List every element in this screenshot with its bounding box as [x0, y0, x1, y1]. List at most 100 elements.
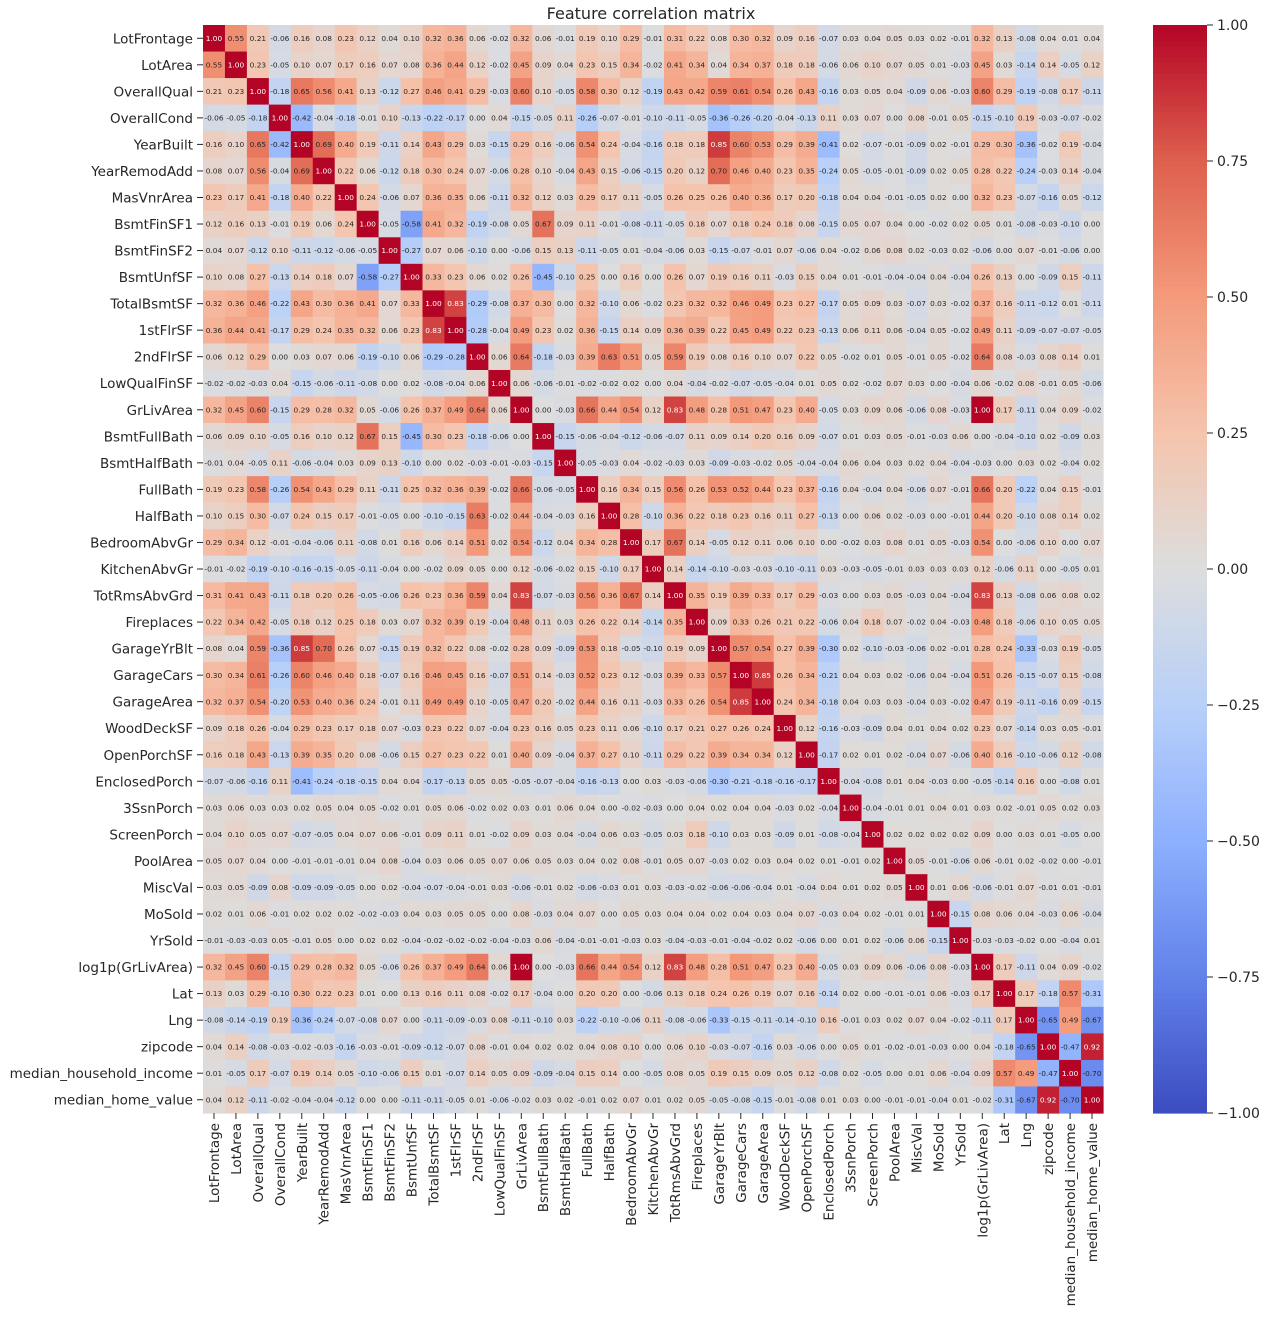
heatmap-cell [1081, 51, 1104, 79]
cell-value-label: 0.10 [228, 830, 245, 839]
x-tick-label: 2ndFlrSF [470, 1123, 486, 1182]
heatmap-cell [751, 237, 775, 265]
cell-value-label: -0.01 [1082, 883, 1101, 892]
heatmap-cell [312, 184, 336, 212]
colorbar-segment [1153, 144, 1207, 151]
heatmap-cell [620, 874, 643, 902]
heatmap-cell [883, 953, 907, 981]
x-tick-label: MasVnrArea [339, 1123, 355, 1204]
heatmap-cell [773, 343, 797, 371]
cell-value-label: 0.06 [381, 830, 398, 839]
colorbar-segment [1153, 748, 1207, 755]
heatmap-cell [729, 237, 753, 265]
heatmap-cell [576, 157, 599, 185]
cell-value-label: 0.22 [689, 34, 705, 43]
heatmap-cell [707, 263, 731, 291]
heatmap-cell [707, 900, 731, 928]
heatmap-cell [663, 25, 687, 53]
heatmap-cell [312, 927, 336, 955]
cell-value-label: -0.16 [819, 87, 838, 96]
cell-value-label: 0.34 [623, 485, 640, 494]
cell-value-label: 0.19 [711, 273, 728, 282]
cell-value-label: -0.15 [270, 405, 289, 414]
heatmap-cell [839, 821, 863, 849]
cell-value-label: 0.40 [337, 671, 354, 680]
cell-value-label: 0.06 [315, 220, 332, 229]
heatmap-cell [246, 343, 270, 371]
heatmap-cell [576, 714, 599, 743]
cell-value-label: 0.04 [381, 777, 398, 786]
heatmap-cell [1015, 688, 1038, 716]
heatmap-cell [378, 582, 402, 610]
cell-value-label: 0.37 [755, 60, 772, 69]
heatmap-cell [203, 157, 226, 185]
heatmap-cell [993, 900, 1016, 928]
cell-value-label: -0.11 [643, 220, 662, 229]
cell-value-label: 0.56 [315, 87, 332, 96]
heatmap-cell [576, 953, 599, 981]
y-tick-label: OverallQual [114, 84, 193, 100]
heatmap-cell [378, 555, 402, 583]
cell-value-label: 0.01 [403, 803, 420, 812]
cell-value-label: 0.25 [579, 273, 596, 282]
colorbar-segment [1153, 802, 1207, 809]
x-tick-label: OverallCond [273, 1123, 289, 1206]
heatmap-cell [1015, 741, 1038, 769]
cell-value-label: -0.01 [885, 1095, 904, 1104]
heatmap-cell [729, 51, 753, 79]
cell-value-label: 1.00 [469, 352, 486, 361]
cell-value-label: 0.17 [996, 405, 1013, 414]
heatmap-cell [378, 714, 402, 743]
cell-value-label: 0.04 [711, 60, 728, 69]
cell-value-label: 0.10 [315, 432, 332, 441]
heatmap-cell [993, 25, 1016, 53]
cell-value-label: 0.27 [711, 724, 728, 733]
heatmap-cell [883, 555, 907, 583]
y-axis-tick-labels: LotFrontageLotAreaOverallQualOverallCond… [10, 31, 203, 1109]
cell-value-label: 0.00 [403, 565, 420, 574]
cell-value-label: -0.09 [314, 883, 333, 892]
cell-value-label: 0.36 [579, 326, 596, 335]
cell-value-label: 0.09 [711, 432, 728, 441]
heatmap-cell [993, 131, 1016, 159]
heatmap-cell [422, 821, 446, 849]
heatmap-cell [422, 51, 446, 79]
heatmap-cell [576, 316, 599, 345]
cell-value-label: 0.39 [798, 140, 815, 149]
heatmap-cell [554, 980, 577, 1008]
cell-value-label: 0.03 [469, 140, 486, 149]
cell-value-label: 1.00 [228, 60, 245, 69]
cell-value-label: 0.04 [403, 910, 420, 919]
cell-value-label: -0.02 [292, 1042, 311, 1051]
cell-value-label: -0.15 [1017, 671, 1036, 680]
cell-value-label: 0.02 [381, 936, 397, 945]
cell-value-label: 0.03 [535, 1095, 552, 1104]
heatmap-cell [466, 661, 489, 690]
heatmap-cell [795, 184, 819, 212]
heatmap-cell [839, 741, 863, 769]
cell-value-label: 0.12 [733, 538, 749, 547]
colorbar-segment [1153, 275, 1207, 282]
cell-value-label: 0.30 [425, 167, 442, 176]
heatmap-cell [663, 768, 687, 796]
cell-value-label: 0.00 [535, 963, 552, 972]
heatmap-cell [356, 1086, 380, 1114]
heatmap-cell [1037, 821, 1060, 849]
heatmap-cell [1015, 290, 1038, 318]
heatmap-cell [576, 794, 599, 822]
heatmap-cell [1081, 582, 1104, 610]
cell-value-label: 0.59 [469, 591, 486, 600]
heatmap-cell [927, 157, 950, 185]
heatmap-cell [268, 555, 292, 583]
heatmap-cell [817, 953, 841, 981]
cell-value-label: 0.18 [689, 140, 706, 149]
cell-value-label: 0.01 [491, 750, 508, 759]
cell-value-label: 0.02 [886, 512, 902, 521]
heatmap-cell [685, 1006, 709, 1034]
cell-value-label: 0.00 [820, 1042, 837, 1051]
heatmap-cell [707, 953, 731, 981]
heatmap-cell [554, 476, 577, 504]
cell-value-label: -0.03 [951, 963, 970, 972]
heatmap-cell [795, 51, 819, 79]
cell-value-label: 0.06 [250, 910, 267, 919]
